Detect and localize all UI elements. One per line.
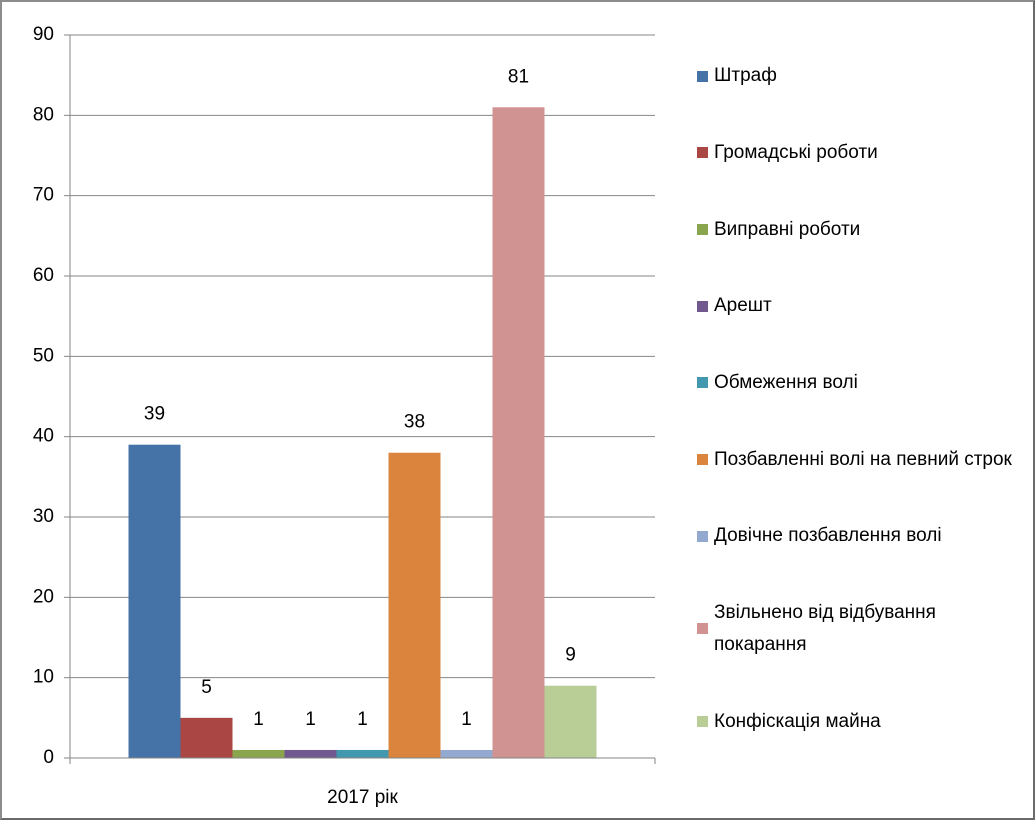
data-label: 38 bbox=[404, 412, 425, 433]
legend-swatch bbox=[697, 377, 708, 389]
legend-label: Позбавленні волі на певний строк bbox=[714, 448, 1012, 470]
y-tick-label: 70 bbox=[33, 185, 54, 206]
y-tick-label: 0 bbox=[43, 747, 54, 768]
bar bbox=[492, 107, 545, 759]
bar bbox=[336, 749, 389, 758]
data-label: 9 bbox=[565, 645, 576, 666]
data-label: 1 bbox=[305, 709, 316, 730]
legend-item: Арешт bbox=[697, 290, 1017, 322]
y-tick-label: 80 bbox=[33, 104, 54, 125]
legend-label: Виправні роботи bbox=[714, 218, 861, 240]
legend-label: Штраф bbox=[714, 65, 777, 87]
legend-item: Громадські роботи bbox=[697, 137, 1017, 169]
legend-item: Звільнено від відбування покарання bbox=[697, 597, 1017, 661]
legend-label: Довічне позбавлення волі bbox=[714, 525, 942, 547]
y-tick-label: 30 bbox=[33, 506, 54, 527]
data-label: 39 bbox=[144, 404, 165, 425]
data-label: 5 bbox=[201, 677, 212, 698]
data-label: 1 bbox=[253, 709, 264, 730]
legend-swatch bbox=[697, 300, 708, 312]
legend-label: Громадські роботи bbox=[714, 141, 878, 163]
legend-label: Обмеження волі bbox=[714, 371, 858, 393]
legend-swatch bbox=[697, 70, 708, 82]
y-tick-label: 10 bbox=[33, 667, 54, 688]
bar bbox=[440, 749, 493, 758]
data-label: 1 bbox=[461, 709, 472, 730]
data-label: 1 bbox=[357, 709, 368, 730]
bar bbox=[128, 444, 181, 758]
y-tick-label: 90 bbox=[33, 24, 54, 45]
y-tick-label: 20 bbox=[33, 586, 54, 607]
legend-item: Штраф bbox=[697, 60, 1017, 92]
legend-item: Обмеження волі bbox=[697, 367, 1017, 399]
legend-item: Довічне позбавлення волі bbox=[697, 520, 1017, 552]
y-tick-label: 40 bbox=[33, 426, 54, 447]
legend-label: Арешт bbox=[714, 295, 772, 317]
y-tick-label: 60 bbox=[33, 265, 54, 286]
legend-swatch bbox=[697, 147, 708, 159]
bar bbox=[180, 717, 233, 758]
legend-swatch bbox=[697, 224, 708, 236]
legend-swatch bbox=[697, 530, 708, 542]
legend-label: Звільнено від відбування покарання bbox=[714, 601, 936, 655]
bar bbox=[232, 749, 285, 758]
legend-swatch bbox=[697, 454, 708, 466]
x-tick-label: 2017 рік bbox=[327, 787, 398, 808]
y-tick-label: 50 bbox=[33, 345, 54, 366]
bar bbox=[544, 685, 597, 758]
legend-swatch bbox=[697, 716, 708, 728]
bar bbox=[388, 452, 441, 758]
legend-item: Виправні роботи bbox=[697, 214, 1017, 246]
data-label: 81 bbox=[508, 66, 529, 87]
legend-swatch bbox=[697, 623, 708, 635]
bar bbox=[284, 749, 337, 758]
legend-item: Позбавленні волі на певний строк bbox=[697, 444, 1017, 476]
legend-label: Конфіскація майна bbox=[714, 710, 881, 732]
legend: Штраф Громадські роботи Виправні роботи Аре… bbox=[697, 38, 1017, 760]
legend-item: Конфіскація майна bbox=[697, 706, 1017, 738]
